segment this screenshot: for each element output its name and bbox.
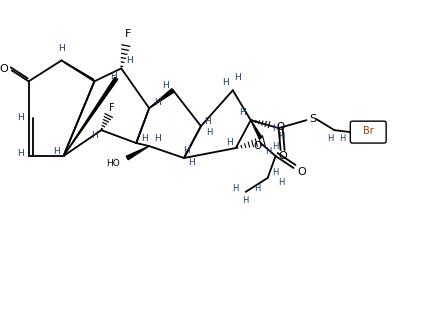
Text: H: H <box>272 142 279 150</box>
Text: H: H <box>239 108 246 117</box>
Text: H: H <box>255 184 261 193</box>
Text: O: O <box>278 151 287 161</box>
Text: H: H <box>272 124 279 133</box>
Polygon shape <box>63 77 118 156</box>
Text: H: H <box>278 178 285 187</box>
Text: F: F <box>125 29 132 38</box>
Text: H: H <box>58 44 65 53</box>
Text: H: H <box>339 134 346 142</box>
Polygon shape <box>126 146 149 160</box>
FancyBboxPatch shape <box>350 121 386 143</box>
Text: H: H <box>154 98 160 107</box>
Text: H: H <box>141 134 148 142</box>
Text: H: H <box>234 73 241 82</box>
Text: H: H <box>110 72 117 81</box>
Text: H: H <box>226 138 233 147</box>
Text: H: H <box>91 131 98 140</box>
Text: H: H <box>189 158 195 168</box>
Text: H: H <box>222 78 229 87</box>
Text: H: H <box>184 146 190 155</box>
Text: H: H <box>154 134 160 142</box>
Text: H: H <box>17 113 24 122</box>
Text: O: O <box>277 122 285 132</box>
Text: H: H <box>17 149 24 157</box>
Text: S: S <box>309 114 316 124</box>
Text: H: H <box>206 128 212 137</box>
Text: HO: HO <box>107 160 120 169</box>
Text: H: H <box>53 147 60 156</box>
Text: H: H <box>233 184 239 193</box>
Text: O: O <box>253 141 262 151</box>
Text: H: H <box>327 134 334 142</box>
Text: H: H <box>266 147 272 156</box>
Text: O: O <box>0 64 8 74</box>
Text: H: H <box>242 196 249 205</box>
Polygon shape <box>251 120 262 139</box>
Text: H: H <box>278 132 285 141</box>
Polygon shape <box>149 89 174 108</box>
Text: H: H <box>272 169 279 177</box>
Text: Br: Br <box>363 126 374 136</box>
Text: H: H <box>126 56 133 65</box>
Text: H: H <box>162 81 168 90</box>
Text: O: O <box>297 167 306 177</box>
Text: H: H <box>205 117 211 126</box>
Text: F: F <box>109 103 114 113</box>
